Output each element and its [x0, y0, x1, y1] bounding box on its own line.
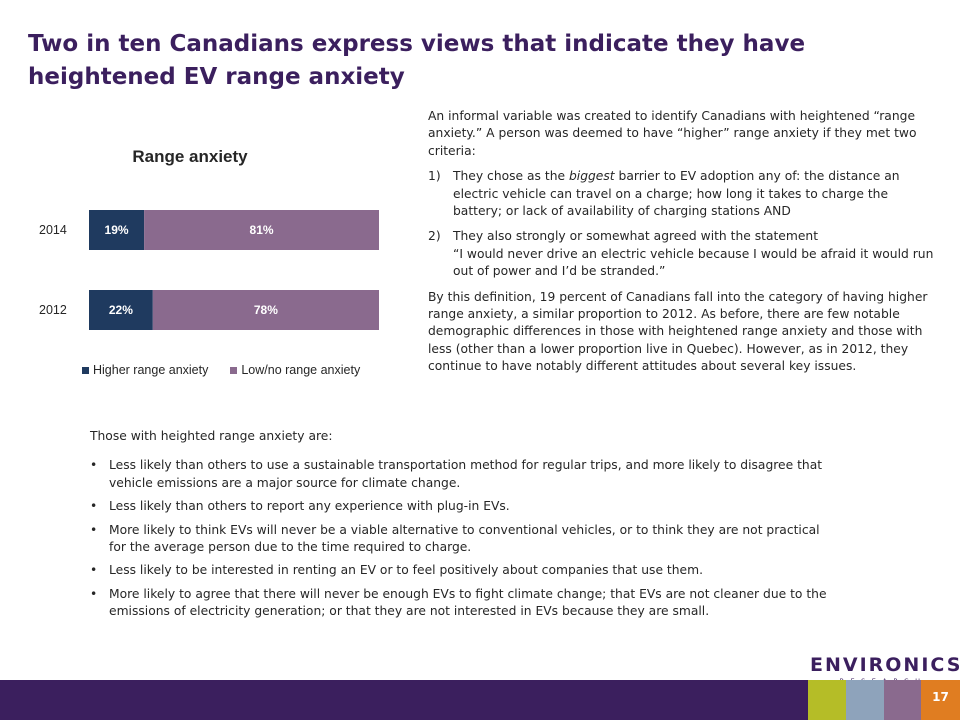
criterion-2: 2) They also strongly or somewhat agreed…	[428, 228, 938, 280]
chart-legend: Higher range anxiety Low/no range anxiet…	[82, 363, 360, 377]
criterion-1-emphasis: biggest	[568, 169, 615, 184]
bar-2014-higher	[89, 210, 145, 250]
finding-item: Less likely to be interested in renting …	[90, 562, 830, 580]
methodology-description: An informal variable was created to iden…	[428, 108, 938, 384]
footer-band-blue	[846, 680, 884, 720]
description-intro: An informal variable was created to iden…	[428, 109, 917, 158]
category-label-2012: 2012	[39, 303, 67, 317]
legend-item-low: Low/no range anxiety	[230, 363, 360, 377]
data-label-2012-higher: 22%	[109, 303, 133, 317]
bar-2012-low	[152, 290, 379, 330]
findings-lead: Those with heighted range anxiety are:	[90, 429, 333, 443]
finding-item: More likely to agree that there will nev…	[90, 586, 830, 621]
criterion-1: 1) They chose as the biggest barrier to …	[428, 168, 938, 220]
legend-label-higher: Higher range anxiety	[93, 363, 209, 377]
criterion-1-before: They chose as the	[453, 169, 569, 184]
range-anxiety-chart: Range anxiety 2014 19% 81% 2012 22% 78% Highe…	[30, 135, 400, 385]
criterion-1-number: 1)	[428, 169, 441, 184]
bar-chart-svg: 2014 19% 81% 2012 22% 78%	[39, 210, 379, 330]
criterion-1-text: They chose as the biggest barrier to EV …	[453, 168, 938, 220]
logo-wordmark: ENVIRONICS	[810, 654, 960, 676]
footer-bar	[0, 680, 960, 720]
bar-2014-low	[144, 210, 379, 250]
criterion-2-number: 2)	[428, 229, 441, 244]
criterion-1-after: barrier to EV adoption any of: the dista…	[453, 169, 900, 219]
criterion-2-text: They also strongly or somewhat agreed wi…	[453, 228, 938, 280]
footer-band-purple	[0, 680, 808, 720]
finding-item: More likely to think EVs will never be a…	[90, 522, 830, 557]
legend-swatch-low	[230, 366, 238, 374]
criterion-2-statement: They also strongly or somewhat agreed wi…	[453, 229, 819, 244]
findings-section: Those with heighted range anxiety are: L…	[90, 428, 830, 627]
finding-item: Less likely than others to use a sustain…	[90, 457, 830, 492]
page-number: 17	[932, 690, 949, 704]
chart-title: Range anxiety	[132, 147, 248, 166]
data-label-2012-low: 78%	[254, 303, 278, 317]
legend-label-low: Low/no range anxiety	[241, 363, 361, 377]
footer-band-green	[808, 680, 846, 720]
findings-list: Less likely than others to use a sustain…	[90, 457, 830, 620]
category-label-2014: 2014	[39, 223, 67, 237]
data-label-2014-low: 81%	[250, 223, 274, 237]
footer-band-mauve	[884, 680, 921, 720]
finding-item: Less likely than others to report any ex…	[90, 498, 830, 516]
legend-swatch-higher	[82, 366, 89, 374]
data-label-2014-higher: 19%	[105, 223, 129, 237]
criterion-2-quote: “I would never drive an electric vehicle…	[453, 246, 934, 279]
description-conclusion: By this definition, 19 percent of Canadi…	[428, 289, 928, 374]
bar-2012-higher	[89, 290, 153, 330]
slide-title: Two in ten Canadians express views that …	[28, 31, 806, 90]
footer-band-orange	[921, 680, 960, 720]
legend-item-higher: Higher range anxiety	[82, 363, 208, 377]
